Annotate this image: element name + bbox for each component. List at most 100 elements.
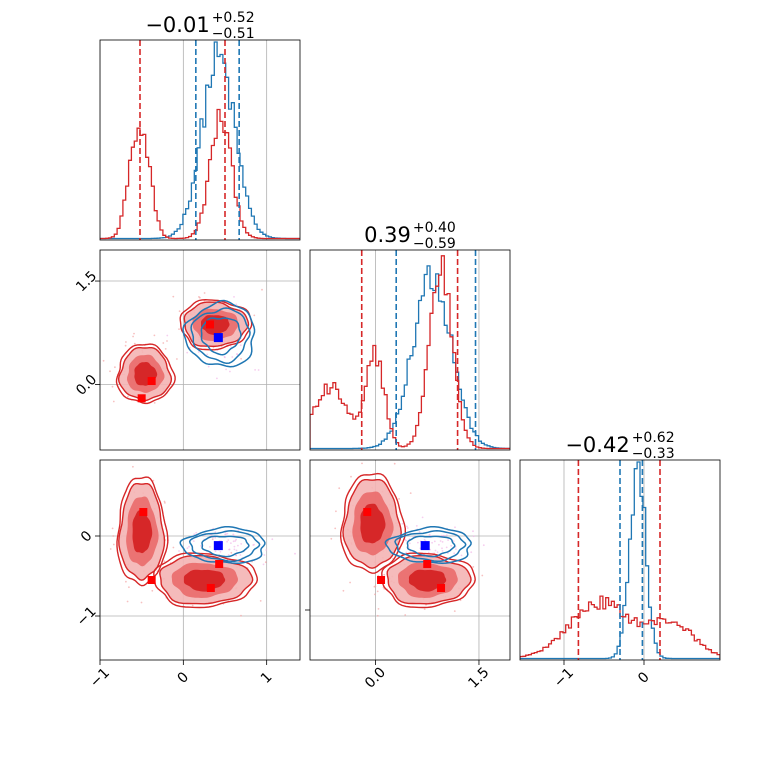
scatter-point xyxy=(235,303,238,306)
scatter-point xyxy=(236,353,238,355)
contour-line-posterior-a xyxy=(118,483,166,581)
scatter-point xyxy=(233,548,236,551)
y-tick-label: 1.5 xyxy=(73,268,100,295)
scatter-point xyxy=(262,563,265,566)
contour-line-posterior-a xyxy=(117,347,173,402)
scatter-point xyxy=(191,604,194,607)
scatter-point xyxy=(404,538,407,541)
scatter-point xyxy=(439,540,442,542)
scatter-point xyxy=(454,526,456,529)
scatter-point xyxy=(166,334,169,337)
scatter-point xyxy=(342,589,345,592)
scatter-point xyxy=(254,369,256,371)
scatter-point xyxy=(164,348,167,350)
scatter-point xyxy=(481,574,484,577)
contour-line-posterior-a xyxy=(342,479,402,569)
contour-line-posterior-a xyxy=(115,343,176,405)
histogram-posterior-a xyxy=(100,108,300,240)
scatter-point xyxy=(124,344,127,347)
scatter-point xyxy=(112,543,115,546)
scatter-point xyxy=(235,549,238,552)
truth-marker xyxy=(213,541,223,551)
scatter-point xyxy=(441,541,444,543)
scatter-point xyxy=(232,540,235,543)
scatter-point xyxy=(109,370,111,373)
scatter-panel-p2_p3 xyxy=(309,459,511,661)
scatter-panel-p1_p3 xyxy=(99,457,301,661)
scatter-point xyxy=(126,600,129,603)
mode-marker xyxy=(147,377,156,386)
scatter-point xyxy=(172,546,175,549)
title-value: 0.39 xyxy=(364,223,411,247)
contour-line-posterior-b xyxy=(384,525,472,565)
mode-marker xyxy=(437,584,446,592)
title-value: −0.01 xyxy=(145,13,209,37)
scatter-point xyxy=(455,548,457,550)
scatter-point xyxy=(350,475,352,478)
scatter-point xyxy=(235,554,237,557)
scatter-point xyxy=(206,353,209,356)
scatter-point xyxy=(447,539,449,541)
scatter-point xyxy=(197,351,200,353)
scatter-point xyxy=(193,533,196,536)
scatter-point xyxy=(240,543,243,545)
scatter-point xyxy=(417,541,419,544)
scatter-point xyxy=(330,537,333,540)
x-tick-label: 1 xyxy=(258,669,276,687)
scatter-point xyxy=(405,551,408,554)
scatter-point xyxy=(234,540,237,542)
scatter-point xyxy=(361,462,363,465)
scatter-point xyxy=(401,522,404,525)
scatter-point xyxy=(374,593,376,596)
contour-line-posterior-b xyxy=(179,525,266,565)
title-lower-error: −0.33 xyxy=(632,446,675,462)
scatter-point xyxy=(176,358,178,360)
scatter-point xyxy=(200,545,202,547)
scatter-point xyxy=(445,534,448,536)
scatter-point xyxy=(239,554,242,556)
scatter-point xyxy=(428,533,431,536)
mode-marker xyxy=(147,576,156,584)
scatter-point xyxy=(376,614,379,617)
scatter-point xyxy=(127,395,129,398)
scatter-point xyxy=(163,560,166,563)
histogram-content-p1 xyxy=(100,40,300,240)
scatter-point xyxy=(178,310,181,313)
scatter-point xyxy=(178,550,180,552)
scatter-point xyxy=(237,529,240,532)
title-lower-error: −0.51 xyxy=(212,26,255,42)
scatter-point xyxy=(195,531,198,534)
contour-line-posterior-b xyxy=(182,299,256,368)
scatter-point xyxy=(434,549,437,552)
scatter-point xyxy=(226,540,229,543)
scatter-point xyxy=(227,539,230,541)
y-tick-label: 0.0 xyxy=(73,372,100,399)
scatter-point xyxy=(259,600,262,602)
scatter-point xyxy=(334,527,337,530)
truth-marker xyxy=(420,541,430,551)
scatter-point xyxy=(203,292,206,294)
scatter-point xyxy=(112,535,115,537)
x-tick-label: 0.0 xyxy=(362,664,389,691)
scatter-point xyxy=(127,586,130,589)
title-lower-error: −0.59 xyxy=(413,236,456,252)
panel-frame xyxy=(99,39,301,241)
histogram-posterior-b xyxy=(520,461,720,660)
scatter-point xyxy=(228,548,231,551)
panel-frame xyxy=(309,459,511,661)
scatter-point xyxy=(224,533,227,536)
mode-marker xyxy=(363,508,372,516)
scatter-point xyxy=(349,581,351,584)
scatter-point xyxy=(227,554,230,556)
contour-line-posterior-b xyxy=(188,530,261,563)
mode-marker xyxy=(377,576,386,584)
scatter-point xyxy=(453,610,456,612)
mode-marker xyxy=(206,320,214,329)
contour-line-posterior-a xyxy=(179,298,253,351)
scatter-point xyxy=(141,457,143,459)
scatter-point xyxy=(470,551,473,554)
scatter-point xyxy=(214,536,217,539)
panel-frame xyxy=(519,459,721,661)
x-tick-label: −1 xyxy=(87,665,113,691)
scatter-point xyxy=(230,551,233,554)
